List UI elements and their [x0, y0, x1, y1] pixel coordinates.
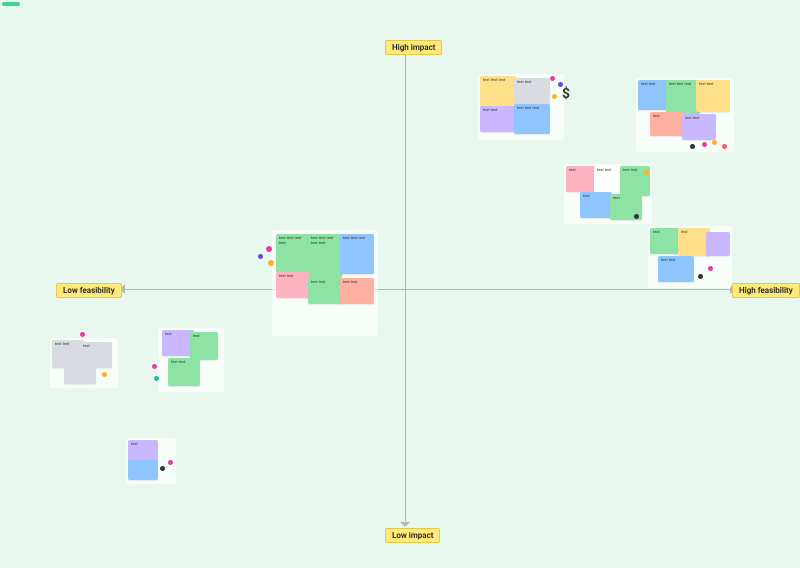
sticky-note[interactable]: text text — [514, 78, 550, 104]
sticky-note[interactable] — [128, 460, 158, 480]
vote-dot[interactable] — [102, 372, 107, 377]
cluster-right[interactable]: texttexttext text — [648, 226, 732, 288]
vote-dot[interactable] — [152, 364, 157, 369]
cluster-bottom-left[interactable]: text — [126, 438, 176, 484]
sticky-note[interactable]: text text — [340, 278, 374, 304]
axis-label-top: High impact — [385, 40, 442, 55]
vote-dot[interactable] — [722, 144, 727, 149]
axis-label-right: High feasibility — [732, 283, 800, 298]
sticky-note[interactable]: text text text — [340, 234, 374, 274]
canvas-tag — [2, 2, 20, 6]
axis-label-bottom: Low impact — [385, 528, 440, 543]
sticky-note[interactable]: text — [128, 440, 158, 462]
cluster-lower-left-a[interactable]: texttexttext text — [158, 328, 224, 392]
vote-dot[interactable] — [702, 142, 707, 147]
vote-dot[interactable] — [160, 466, 165, 471]
vote-dot[interactable] — [708, 266, 713, 271]
axis-label-left: Low feasibility — [56, 283, 122, 298]
sticky-note[interactable]: text text — [480, 106, 516, 132]
sticky-note[interactable]: text text — [682, 114, 716, 140]
sticky-note[interactable]: text text text — [666, 80, 700, 114]
vote-dot[interactable] — [80, 332, 85, 337]
sticky-note[interactable]: text text — [308, 278, 342, 304]
cluster-mid-right-upper[interactable]: texttext texttext texttexttext — [564, 164, 652, 224]
vote-dot[interactable] — [690, 144, 695, 149]
sticky-note[interactable]: text text — [658, 256, 694, 282]
axis-arrow — [400, 522, 410, 527]
vote-dot[interactable] — [550, 76, 555, 81]
sticky-note[interactable]: text text — [696, 80, 730, 112]
vote-dot[interactable] — [698, 274, 703, 279]
vote-dot[interactable] — [154, 376, 159, 381]
sticky-note[interactable]: text text text text — [276, 234, 310, 272]
sticky-note[interactable]: text — [580, 192, 612, 218]
sticky-note[interactable]: text text text — [514, 104, 550, 134]
sticky-note[interactable]: text — [650, 112, 684, 136]
vote-dot[interactable] — [712, 140, 717, 145]
vote-dot[interactable] — [552, 94, 557, 99]
y-axis — [405, 50, 406, 522]
vote-dot[interactable] — [644, 170, 649, 175]
cluster-top-center[interactable]: text text texttext texttext texttext tex… — [478, 74, 564, 140]
vote-dot[interactable] — [634, 214, 639, 219]
vote-dot[interactable] — [266, 246, 272, 252]
x-axis — [125, 289, 730, 290]
cluster-far-left[interactable]: text texttext — [50, 338, 118, 388]
sticky-note[interactable]: text text text — [480, 76, 516, 106]
sticky-note[interactable]: text — [190, 332, 218, 360]
sticky-note[interactable]: text text text text text — [308, 234, 342, 278]
cluster-center-left[interactable]: text text text texttext text text text t… — [272, 230, 378, 336]
vote-dot[interactable] — [168, 460, 173, 465]
sticky-note[interactable]: text text — [168, 358, 200, 386]
sticky-note[interactable] — [64, 364, 96, 384]
priority-matrix-canvas[interactable]: High impact Low impact Low feasibility High… — [0, 0, 800, 568]
vote-dot[interactable] — [258, 254, 263, 259]
cluster-top-right[interactable]: text texttext text texttext texttexttext… — [636, 78, 734, 152]
vote-dot[interactable] — [268, 260, 274, 266]
dollar-icon: $ — [562, 86, 570, 102]
sticky-note[interactable]: text text — [276, 272, 310, 298]
sticky-note[interactable] — [706, 232, 730, 256]
